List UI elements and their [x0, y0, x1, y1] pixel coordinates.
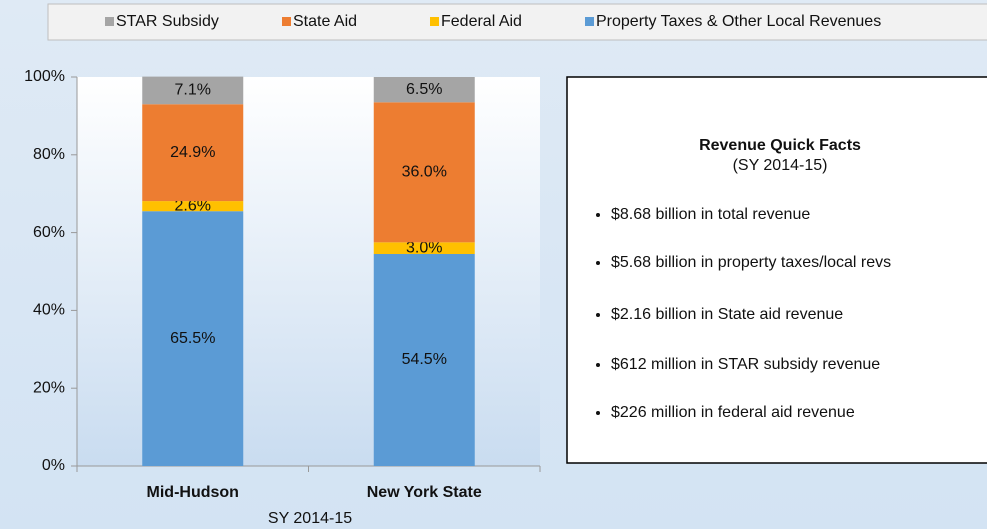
legend-label: Property Taxes & Other Local Revenues	[596, 13, 881, 30]
bullet	[596, 411, 600, 415]
bullet	[596, 363, 600, 367]
y-tick-label: 20%	[33, 379, 65, 396]
bar-segment	[142, 76, 244, 105]
quick-facts-title: Revenue Quick Facts	[699, 137, 861, 154]
x-tick-label: Mid-Hudson	[147, 484, 239, 501]
value-label: 7.1%	[175, 82, 211, 99]
legend-swatch	[282, 17, 291, 26]
x-tick-label: New York State	[367, 484, 482, 501]
quick-fact: $5.68 billion in property taxes/local re…	[611, 254, 891, 271]
x-axis-label: SY 2014-15	[268, 510, 352, 527]
bullet	[596, 313, 600, 317]
bar-segment	[373, 253, 475, 466]
bar-segment	[373, 242, 475, 254]
y-tick-label: 60%	[33, 224, 65, 241]
legend-swatch	[585, 17, 594, 26]
value-label: 3.0%	[406, 239, 442, 256]
bar-segment	[142, 104, 244, 202]
bullet	[596, 261, 600, 265]
bar-segment	[373, 102, 475, 243]
quick-facts-box	[566, 76, 987, 464]
value-label: 65.5%	[170, 330, 215, 347]
value-label: 36.0%	[402, 164, 447, 181]
value-label: 24.9%	[170, 144, 215, 161]
quick-facts-subtitle: (SY 2014-15)	[733, 157, 828, 174]
legend-label: State Aid	[293, 13, 357, 30]
value-label: 54.5%	[402, 351, 447, 368]
y-tick-label: 40%	[33, 302, 65, 319]
y-tick-label: 80%	[33, 146, 65, 163]
bullet	[596, 213, 600, 217]
quick-fact: $226 million in federal aid revenue	[611, 404, 855, 421]
legend-swatch	[430, 17, 439, 26]
quick-fact: $2.16 billion in State aid revenue	[611, 306, 843, 323]
bar-segment	[142, 201, 244, 212]
bar-segment	[373, 77, 475, 103]
legend-label: STAR Subsidy	[116, 13, 219, 30]
legend-box	[47, 3, 987, 41]
bar-segment	[142, 211, 244, 466]
y-tick-label: 100%	[24, 68, 65, 85]
quick-fact: $612 million in STAR subsidy revenue	[611, 356, 880, 373]
value-label: 6.5%	[406, 81, 442, 98]
value-label: 2.6%	[175, 197, 211, 214]
legend-label: Federal Aid	[441, 13, 522, 30]
y-tick-label: 0%	[42, 457, 65, 474]
legend-swatch	[105, 17, 114, 26]
quick-fact: $8.68 billion in total revenue	[611, 206, 810, 223]
